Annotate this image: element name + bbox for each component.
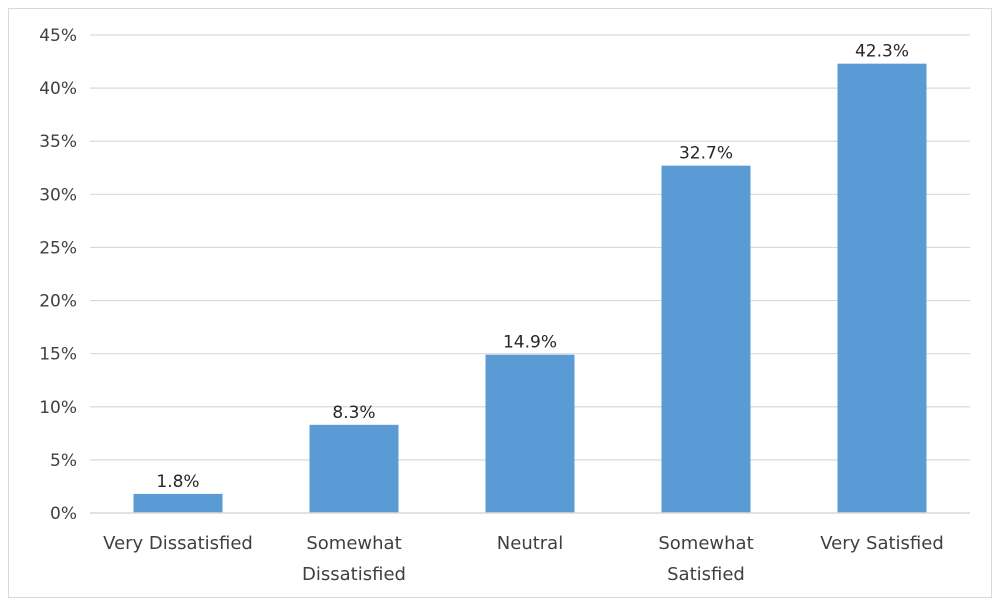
y-tick-label: 0% [50,504,77,524]
data-label: 14.9% [503,333,557,353]
y-tick-label: 5% [50,451,77,471]
data-label: 42.3% [855,42,909,62]
x-category-label: Somewhat [306,533,401,554]
data-label: 1.8% [156,472,199,492]
y-tick-label: 20% [39,292,77,312]
x-category-label: Very Dissatisfied [103,533,253,554]
x-category-label: Neutral [497,533,563,554]
y-tick-label: 10% [39,398,77,418]
y-axis: 0% 5% 10% 15% 20% 25% 30% 35% 40% 45% [39,26,77,524]
y-tick-label: 40% [39,79,77,99]
x-axis: Very Dissatisfied Somewhat Dissatisfied Neu… [90,512,970,585]
bars [133,63,927,514]
data-label: 8.3% [332,403,375,423]
bar [309,424,399,513]
x-category-label: Very Satisfied [820,533,944,554]
data-labels: 1.8% 8.3% 14.9% 32.7% 42.3% [156,42,909,492]
bar [133,493,223,513]
gridlines [90,34,970,461]
x-category-label: Dissatisfied [302,564,406,585]
x-category-label: Somewhat [658,533,753,554]
y-tick-label: 35% [39,132,77,152]
x-category-label: Satisfied [667,564,745,585]
bar [837,63,927,514]
y-tick-label: 25% [39,238,77,258]
data-label: 32.7% [679,144,733,164]
bar [661,165,751,514]
y-tick-label: 45% [39,26,77,46]
bar [485,354,575,513]
y-tick-label: 30% [39,185,77,205]
y-tick-label: 15% [39,345,77,365]
